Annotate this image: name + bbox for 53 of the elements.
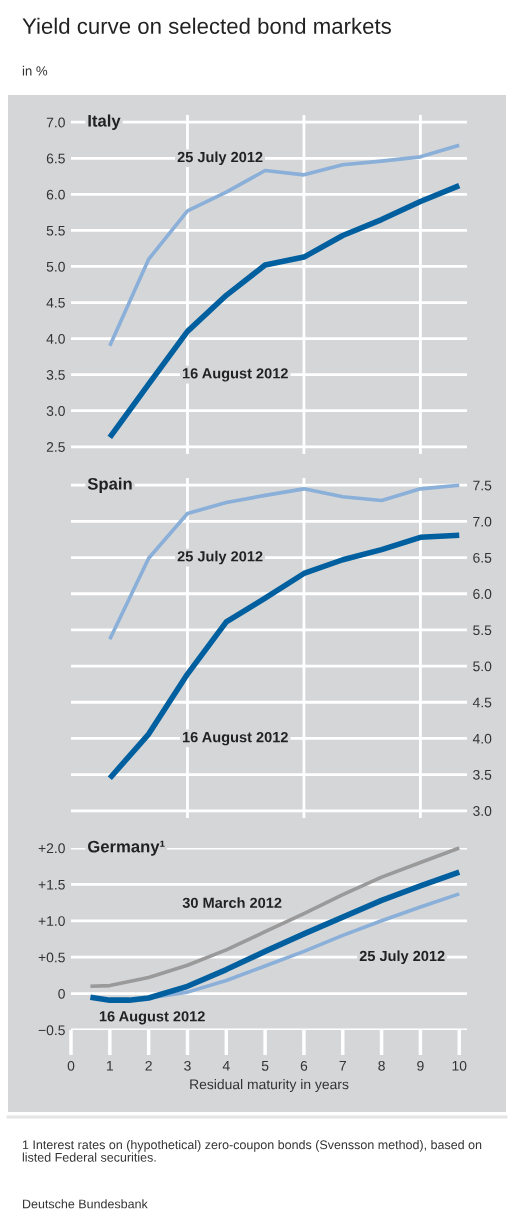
y2-tick-label: 3.0 (473, 806, 492, 816)
line-series (108, 143, 462, 348)
y-tick-label: 0 (58, 988, 65, 999)
series-label: 16 August 2012 (99, 1011, 205, 1025)
y-tick-label: 3.0 (46, 406, 65, 416)
y-tick-label: 4.5 (46, 298, 65, 308)
y-tick-label: −0.5 (38, 1025, 65, 1036)
y-tick-label: +0.5 (38, 952, 65, 963)
y-tick-label: 2.5 (46, 442, 65, 452)
x-tick-label: 9 (417, 1060, 424, 1071)
x-tick-label: 0 (67, 1060, 75, 1071)
y-tick-label: 4.0 (46, 333, 65, 344)
y-tick-label: +1.5 (38, 879, 65, 890)
y-tick-label: 7.0 (46, 117, 65, 128)
x-tick-label: 8 (378, 1060, 385, 1071)
y-tick-label: +2.0 (38, 843, 65, 854)
series-label: 30 March 2012 (182, 897, 282, 908)
y2-tick-label: 4.5 (472, 697, 492, 708)
x-tick-label: 5 (261, 1061, 269, 1071)
y-tick-label: +1.0 (38, 916, 65, 926)
y-tick-label: 6.5 (46, 153, 65, 164)
y-tick-label: 5.5 (46, 225, 65, 236)
y2-tick-label: 7.5 (473, 480, 492, 491)
x-tick-label: 3 (184, 1060, 191, 1071)
series-label: 25 July 2012 (177, 151, 263, 166)
y2-tick-label: 4.0 (472, 733, 492, 744)
series-label: 25 July 2012 (359, 950, 445, 964)
y2-tick-label: 7.0 (473, 516, 492, 527)
y-tick-label: 6.0 (46, 189, 65, 200)
text: Deutsche Bundesbank (23, 1199, 148, 1209)
annotation: Spain (87, 477, 132, 493)
annotation: Germany¹ (87, 840, 165, 856)
x-axis-title: Residual maturity in years (190, 1079, 349, 1093)
y2-tick-label: 6.5 (473, 552, 492, 563)
chart-title: Yield curve on selected bond markets (22, 17, 391, 34)
x-tick-label: 7 (339, 1061, 346, 1071)
series-label: 16 August 2012 (182, 368, 288, 382)
y-tick-label: 3.5 (46, 369, 65, 380)
y2-tick-label: 3.5 (473, 769, 492, 780)
x-tick-label: 1 (107, 1061, 114, 1071)
series-label: 25 July 2012 (177, 550, 263, 565)
chart-subtitle: in % (22, 65, 48, 76)
x-tick-label: 2 (145, 1060, 152, 1071)
y2-tick-label: 6.0 (473, 589, 492, 599)
text: 1 Interest rates on (hypothetical) zero-coupon bonds (Svensson method), based on listed Federal securities. (22, 1140, 482, 1162)
x-tick-label: 10 (452, 1060, 467, 1071)
y2-tick-label: 5.5 (473, 625, 492, 636)
annotation: Italy (88, 114, 121, 130)
y-tick-label: 5.0 (46, 261, 65, 272)
x-tick-label: 6 (300, 1060, 308, 1071)
x-tick-label: 4 (222, 1061, 230, 1071)
series-label: 16 August 2012 (182, 731, 288, 746)
y2-tick-label: 5.0 (473, 661, 492, 672)
